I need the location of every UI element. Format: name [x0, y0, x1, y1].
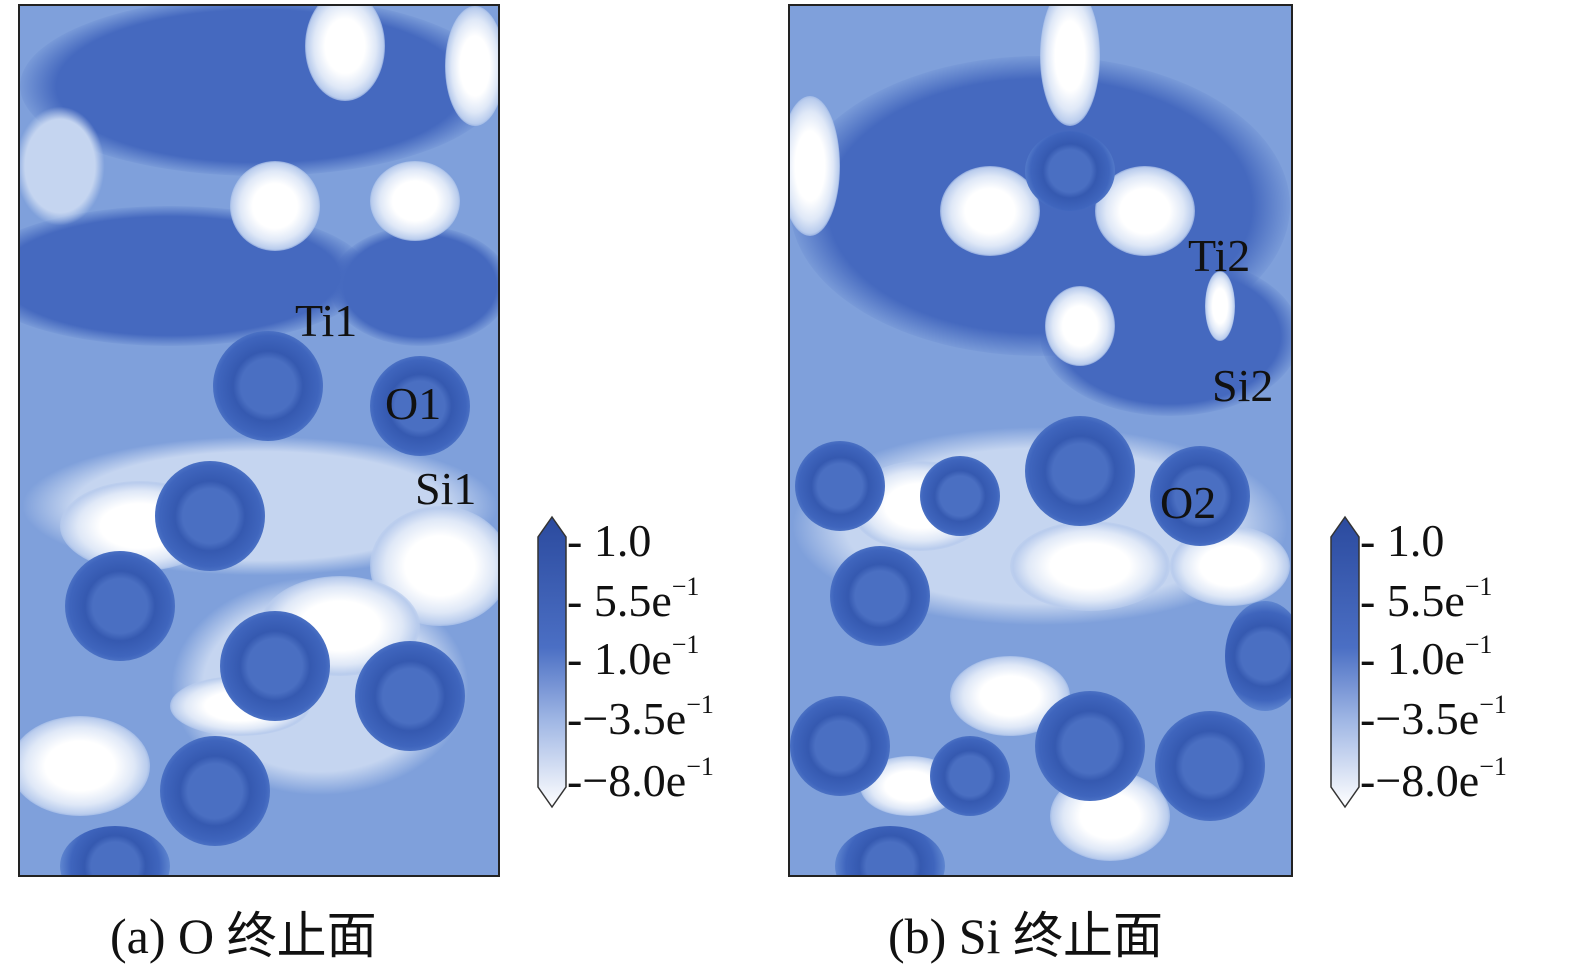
- atom-label-si2: Si2: [1212, 360, 1274, 411]
- colorbar-tick-label: - 1.0e−1: [1360, 630, 1493, 684]
- atom-density-blob: [160, 736, 270, 846]
- atom-density-blob: [1035, 691, 1145, 801]
- atom-label-o1: O1: [385, 378, 442, 429]
- density-region: [370, 161, 460, 241]
- atom-label-ti2: Ti2: [1188, 230, 1251, 281]
- density-region: [1205, 271, 1235, 341]
- atom-density-blob: [830, 546, 930, 646]
- density-region: [1010, 521, 1170, 611]
- atom-density-blob: [65, 551, 175, 661]
- atom-density-blob: [1025, 416, 1135, 526]
- colorbar-tick-label: -−8.0e−1: [1360, 752, 1507, 806]
- colorbar-tick-label: - 5.5e−1: [1360, 572, 1493, 626]
- atom-label-ti1: Ti1: [295, 295, 358, 346]
- atom-density-blob: [835, 826, 945, 875]
- atom-density-blob: [920, 456, 1000, 536]
- atom-density-blob: [1225, 601, 1291, 711]
- density-region: [230, 161, 320, 251]
- panel-b-si-terminated-map: [788, 4, 1293, 877]
- atom-label-si1: Si1: [415, 463, 477, 514]
- density-region: [1040, 6, 1100, 126]
- colorbar-tick-label: - 1.0e−1: [567, 630, 700, 684]
- colorbar-tick-label: -−8.0e−1: [567, 752, 714, 806]
- atom-density-blob: [790, 696, 890, 796]
- atom-density-blob: [1150, 446, 1250, 546]
- colorbar-tick-label: -−3.5e−1: [567, 690, 714, 744]
- atom-density-blob: [370, 356, 470, 456]
- atom-density-blob: [60, 826, 170, 875]
- panel-a-o-terminated-map: [18, 4, 500, 877]
- density-region: [1045, 286, 1115, 366]
- colorbar-tick-label: -−3.5e−1: [1360, 690, 1507, 744]
- caption-b: (b) Si 终止面: [888, 908, 1163, 964]
- atom-density-blob: [795, 441, 885, 531]
- colorbar-b-gradient: [1330, 515, 1360, 809]
- atom-density-blob: [213, 331, 323, 441]
- density-region: [20, 716, 150, 816]
- atom-density-blob: [1155, 711, 1265, 821]
- density-region: [445, 6, 498, 126]
- colorbar-a-gradient: [537, 515, 567, 809]
- colorbar-tick-label: - 1.0: [567, 515, 652, 566]
- density-region: [790, 96, 840, 236]
- atom-label-o2: O2: [1160, 477, 1217, 528]
- atom-density-blob: [155, 461, 265, 571]
- density-region: [305, 6, 385, 101]
- colorbar-a: [537, 515, 567, 816]
- colorbar-tick-label: - 1.0: [1360, 515, 1445, 566]
- colorbar-tick-label: - 5.5e−1: [567, 572, 700, 626]
- atom-density-blob: [220, 611, 330, 721]
- density-region: [940, 166, 1040, 256]
- colorbar-b: [1330, 515, 1360, 816]
- caption-a: (a) O 终止面: [110, 908, 377, 964]
- atom-density-blob: [1025, 131, 1115, 211]
- atom-density-blob: [355, 641, 465, 751]
- density-region: [20, 106, 105, 226]
- atom-density-blob: [930, 736, 1010, 816]
- density-region: [330, 226, 498, 346]
